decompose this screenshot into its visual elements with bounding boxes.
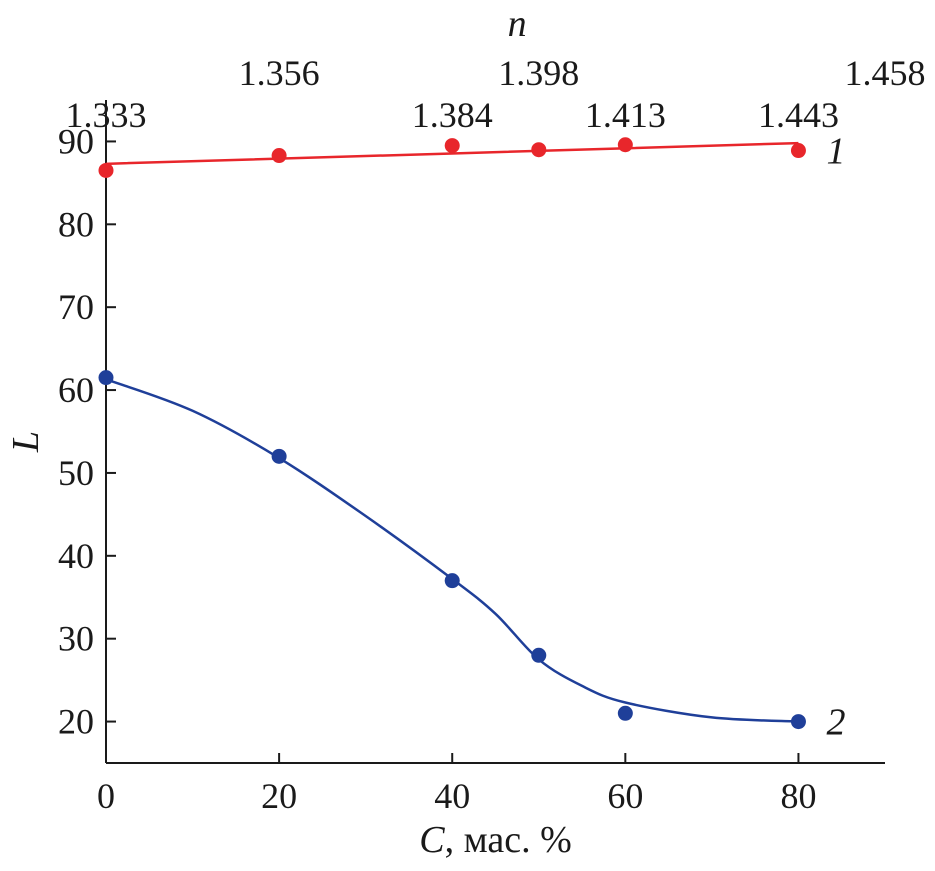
y-tick-label: 40 <box>58 536 94 576</box>
series-layer: 12 <box>98 131 845 744</box>
top-tick-label: 1.356 <box>239 53 320 93</box>
x-tick-label: 60 <box>607 776 643 816</box>
top-tick-label: 1.458 <box>845 53 926 93</box>
top-tick-label: 1.333 <box>66 95 147 135</box>
y-tick-label: 30 <box>58 619 94 659</box>
series-2-point <box>98 370 114 386</box>
series-1-point <box>98 162 114 178</box>
top-tick-label: 1.398 <box>498 53 579 93</box>
x-tick-label: 0 <box>97 776 115 816</box>
series-2-point <box>531 647 547 663</box>
series-2-fit-line <box>105 378 799 723</box>
series-1-point <box>531 142 547 158</box>
x-tick-label: 20 <box>261 776 297 816</box>
series-1-point <box>617 137 633 153</box>
series-1: 1 <box>98 131 845 178</box>
y-tick-label: 80 <box>58 204 94 244</box>
top-tick-label: 1.413 <box>585 95 666 135</box>
x-axis-title-variable: C <box>419 819 445 861</box>
y-tick-label: 90 <box>58 121 94 161</box>
y-tick-label: 20 <box>58 702 94 742</box>
series-2-point <box>444 573 460 589</box>
series-2-point <box>790 714 806 730</box>
series-2-label: 2 <box>826 702 845 744</box>
y-tick-label: 50 <box>58 453 94 493</box>
y-tick-label: 70 <box>58 287 94 327</box>
series-2: 2 <box>98 370 845 744</box>
series-2-point <box>617 705 633 721</box>
top-axis-title: n <box>508 3 527 45</box>
x-tick-label: 80 <box>780 776 816 816</box>
series-2-point <box>271 448 287 464</box>
x-ticks: 0 20 40 60 80 <box>97 753 816 816</box>
series-1-point <box>790 143 806 159</box>
x-axis-title-units: , мас. % <box>445 819 572 861</box>
x-tick-label: 40 <box>434 776 470 816</box>
y-axis-title: L <box>5 431 47 453</box>
series-1-point <box>271 148 287 164</box>
y-tick-label: 60 <box>58 370 94 410</box>
x-axis-title: C, мас. % <box>419 819 572 861</box>
top-tick-label: 1.384 <box>412 95 493 135</box>
axes-layer <box>105 100 885 764</box>
series-1-label: 1 <box>826 131 845 173</box>
top-tick-label: 1.443 <box>758 95 839 135</box>
y-ticks: 20 30 40 50 60 70 80 90 <box>58 121 116 742</box>
series-1-fit-line <box>105 141 799 166</box>
series-1-point <box>444 138 460 154</box>
